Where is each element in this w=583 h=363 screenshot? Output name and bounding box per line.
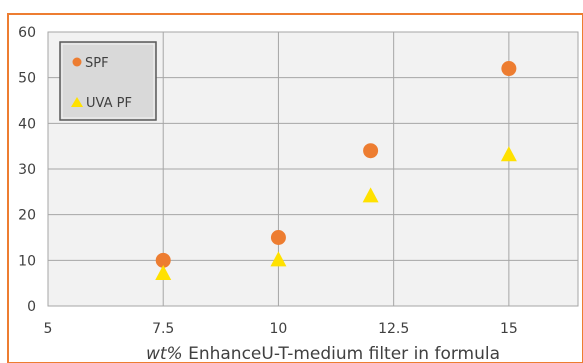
point-uva-pf-1 [270, 251, 287, 267]
x-axis-title-italic: wt% [146, 344, 183, 363]
x-tick-label-7-5: 7.5 [152, 321, 174, 337]
x-axis-tick-labels: 5 7.5 10 12.5 15 [44, 321, 518, 337]
legend-marker-spf [72, 57, 82, 67]
y-tick-label-60: 60 [18, 25, 36, 41]
x-tick-label-12-5: 12.5 [378, 321, 409, 337]
x-axis-title: wt% EnhanceU-T-medium filter in formula [146, 344, 500, 363]
point-spf-3 [501, 61, 517, 77]
legend: SPF UVA PF [59, 41, 157, 121]
point-spf-0 [155, 252, 171, 268]
point-uva-pf-2 [362, 187, 379, 203]
y-tick-label-50: 50 [18, 71, 36, 87]
x-tick-label-15: 15 [500, 321, 518, 337]
point-uva-pf-3 [500, 146, 517, 162]
point-uva-pf-0 [155, 265, 172, 281]
x-axis-title-text: EnhanceU-T-medium filter in formula [183, 344, 500, 363]
y-tick-label-10: 10 [18, 253, 36, 269]
y-axis-tick-labels: 0 10 20 30 40 50 60 [18, 25, 36, 315]
legend-box-bevel [61, 43, 155, 119]
data-points [155, 61, 517, 281]
plot-border [47, 31, 579, 307]
legend-box [59, 41, 157, 121]
legend-label-spf: SPF [85, 56, 109, 71]
x-tick-label-10: 10 [270, 321, 288, 337]
point-spf-1 [270, 230, 286, 245]
y-tick-label-30: 30 [18, 162, 36, 178]
legend-marker-uva-pf [71, 97, 83, 107]
y-tick-label-0: 0 [27, 299, 36, 315]
x-tick-label-5: 5 [44, 321, 53, 337]
legend-label-uva-pf: UVA PF [86, 96, 132, 111]
y-tick-label-40: 40 [18, 116, 36, 132]
point-spf-2 [363, 143, 379, 159]
y-tick-label-20: 20 [18, 208, 36, 224]
